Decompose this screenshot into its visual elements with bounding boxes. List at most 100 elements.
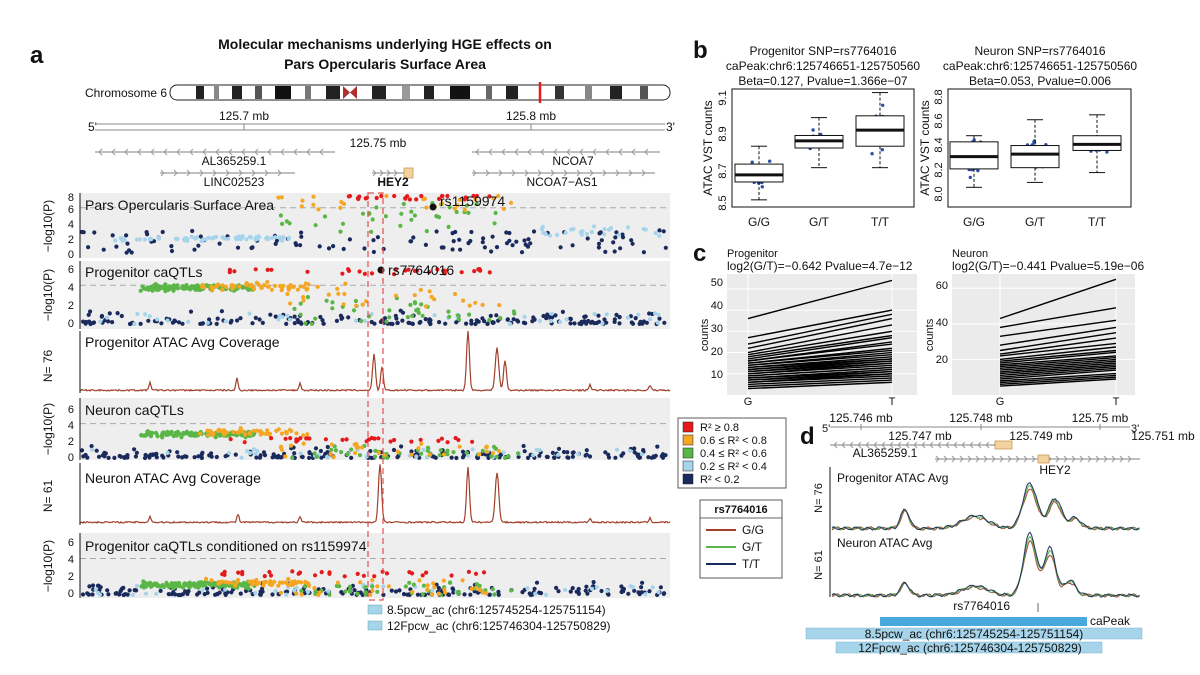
snp-point (186, 319, 191, 324)
coverage-line (831, 482, 1140, 531)
snp-point (145, 285, 150, 290)
snp-point (591, 224, 597, 229)
snp-point (639, 452, 645, 457)
snp-point (220, 287, 225, 292)
snp-point (219, 309, 224, 314)
snp-point (425, 448, 430, 453)
snp-point (167, 431, 172, 436)
snp-point (253, 315, 258, 320)
snp-point (196, 454, 201, 459)
snp-point (286, 582, 291, 588)
snp-point (159, 321, 164, 326)
snp-point (503, 455, 508, 461)
snp-point (283, 436, 288, 441)
snp-point (375, 589, 380, 594)
snp-point (410, 321, 415, 327)
snp-point (313, 573, 318, 578)
snp-point (330, 306, 335, 311)
strand-arrow (524, 169, 529, 177)
snp-point (270, 592, 275, 597)
snp-point (236, 570, 241, 575)
snp-point (379, 193, 384, 199)
snp-point (611, 240, 616, 245)
snp-point (534, 580, 540, 585)
snp-point (267, 569, 272, 575)
snp-point (492, 221, 497, 226)
snp-point (362, 246, 367, 251)
tick-label: 8.2 (933, 162, 945, 177)
snp-point (340, 221, 346, 226)
coverage-tracks (79, 330, 671, 524)
snp-point (254, 280, 259, 285)
snp-point (313, 316, 318, 321)
snp-point (224, 284, 229, 289)
tick-label: 8.4 (933, 137, 945, 152)
snp-point (206, 235, 211, 240)
strand-arrow (511, 169, 516, 177)
snp-point (160, 229, 165, 235)
snp-point (335, 580, 340, 585)
snp-point (621, 589, 626, 594)
snp-point (296, 571, 301, 576)
snp-point (395, 320, 400, 326)
snp-point (112, 455, 117, 460)
snp-point (392, 437, 397, 443)
snp-point (380, 318, 385, 323)
tick-label: 8.7 (717, 163, 729, 178)
paired-line (999, 307, 1117, 329)
snp-point (261, 583, 266, 588)
snp-point (482, 319, 487, 324)
snp-point (86, 245, 91, 250)
snp-point (284, 321, 289, 326)
snp-point (445, 193, 450, 199)
paired-line (747, 324, 893, 354)
snp-point (285, 291, 290, 297)
snp-point (616, 232, 622, 237)
snp-point (279, 431, 285, 436)
snp-point (466, 210, 471, 215)
snp-point (409, 449, 414, 454)
snp-point (229, 580, 235, 585)
snp-point (207, 317, 212, 322)
snp-point (354, 442, 359, 447)
paired-plot-ylabel: counts (699, 318, 711, 351)
data-point (811, 128, 815, 132)
snp-point (243, 432, 248, 437)
snp-point (467, 312, 472, 317)
snp-point (278, 213, 283, 218)
snp-point (553, 313, 558, 318)
snp-point (90, 592, 95, 597)
snp-point (322, 214, 328, 219)
snp-point (391, 447, 397, 453)
axis-5prime: 5' (822, 423, 830, 435)
snp-point (307, 455, 312, 460)
snp-point (135, 311, 140, 317)
snp-point (338, 229, 343, 234)
snp-point (165, 450, 170, 455)
snp-point (605, 588, 610, 594)
snp-point (146, 454, 151, 459)
snp-point (419, 441, 424, 446)
snp-point (340, 315, 345, 320)
snp-point (181, 585, 186, 590)
snp-point (421, 197, 426, 202)
snp-point (457, 237, 462, 242)
snp-point (468, 592, 473, 597)
track-title: Progenitor ATAC Avg (837, 471, 948, 485)
snp-point (477, 587, 482, 593)
snp-point (186, 589, 191, 594)
snp-point (349, 447, 354, 452)
axis-3prime: 3' (666, 120, 675, 134)
snp-point (544, 316, 549, 321)
snp-point (606, 452, 611, 457)
snp-point (617, 321, 622, 326)
snp-point (570, 243, 575, 248)
snp-point (300, 198, 305, 203)
snp-point (247, 579, 252, 584)
pcw-bar-label: 8.5pcw_ac (chr6:125745254-125751154) (865, 627, 1084, 641)
chart-title: Neuron (952, 248, 988, 260)
strand-arrow (228, 148, 233, 156)
snp-point (522, 238, 527, 243)
snp-point (81, 454, 86, 459)
snp-point (152, 452, 157, 457)
